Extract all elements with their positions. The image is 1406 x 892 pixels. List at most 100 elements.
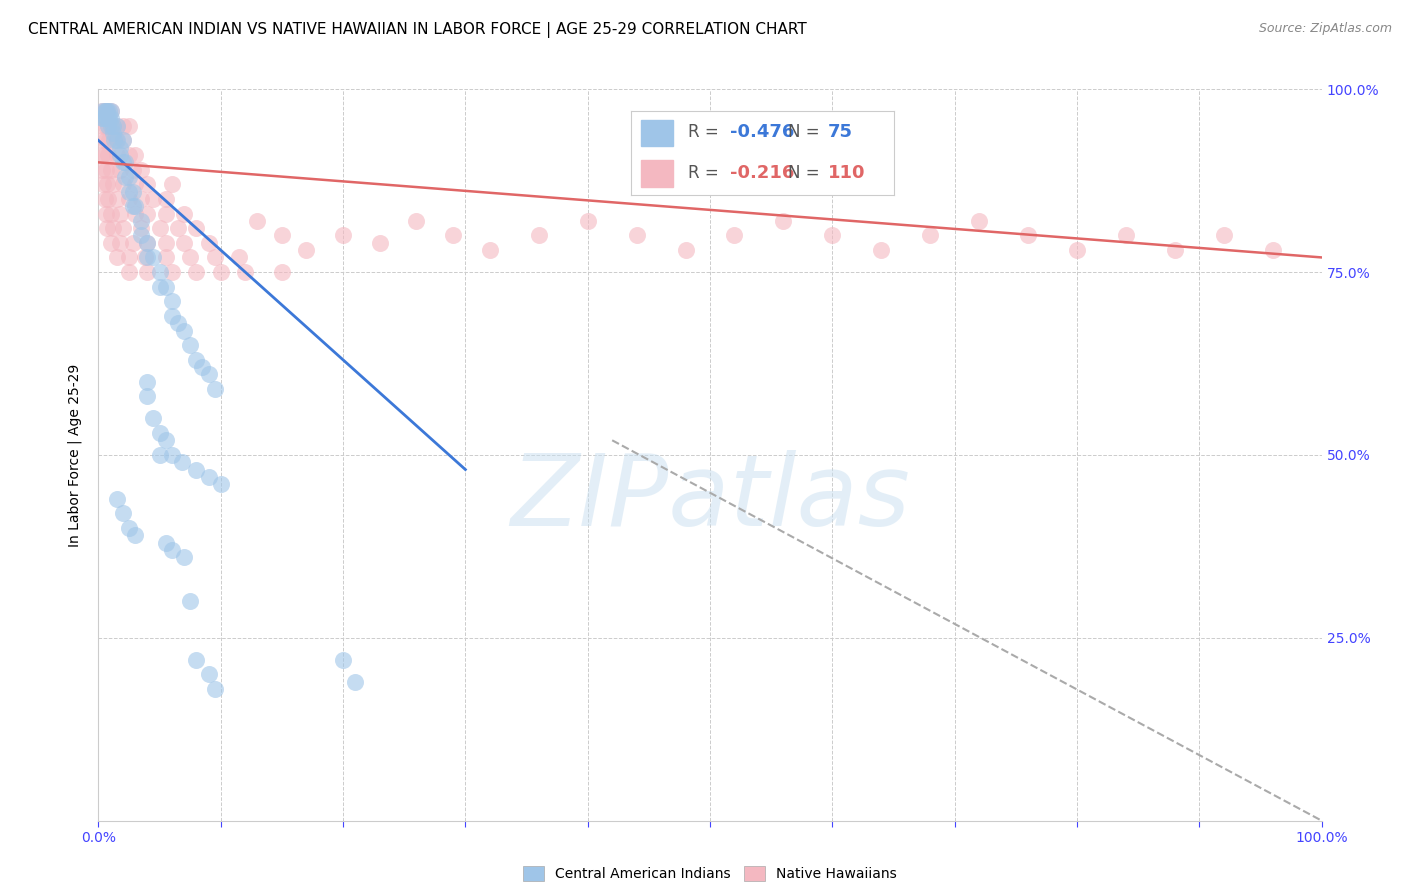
Point <box>173 324 195 338</box>
Point <box>110 162 132 177</box>
Point <box>136 389 159 403</box>
Point <box>111 133 134 147</box>
Point <box>91 133 114 147</box>
Point <box>1164 243 1187 257</box>
Point <box>149 279 172 293</box>
Point <box>124 148 146 162</box>
Point <box>98 133 121 147</box>
Point <box>111 119 134 133</box>
Point <box>179 338 201 352</box>
Point <box>197 235 219 250</box>
Point <box>173 206 195 220</box>
Point <box>105 148 128 162</box>
Point <box>124 199 146 213</box>
Point <box>110 148 132 162</box>
Point <box>155 279 177 293</box>
Point <box>344 674 367 689</box>
Point <box>105 491 128 506</box>
Legend: Central American Indians, Native Hawaiians: Central American Indians, Native Hawaiia… <box>517 861 903 887</box>
Point <box>111 507 134 521</box>
Point <box>114 169 136 184</box>
Point <box>134 251 156 265</box>
Point <box>100 235 122 250</box>
Point <box>332 653 354 667</box>
Point <box>104 133 127 147</box>
Point <box>121 185 143 199</box>
Point <box>124 178 146 192</box>
Point <box>1261 243 1284 257</box>
Point <box>209 265 232 279</box>
Point <box>576 214 599 228</box>
Point <box>101 119 124 133</box>
Point <box>626 228 648 243</box>
Point <box>129 221 152 235</box>
Point <box>105 119 128 133</box>
Point <box>121 235 143 250</box>
Point <box>527 228 550 243</box>
Point <box>111 155 134 169</box>
Point <box>118 169 141 184</box>
Point <box>821 228 844 243</box>
Text: -0.476: -0.476 <box>731 123 794 141</box>
Point <box>100 104 122 119</box>
Point <box>97 119 120 133</box>
Point <box>270 265 294 279</box>
Point <box>160 265 183 279</box>
Point <box>94 162 117 177</box>
Point <box>160 543 183 558</box>
Point <box>105 133 128 147</box>
Point <box>105 251 128 265</box>
Point <box>114 155 136 169</box>
Point <box>246 214 269 228</box>
Point <box>129 228 152 243</box>
Point <box>149 221 172 235</box>
Point <box>110 141 132 155</box>
Point <box>100 162 122 177</box>
Point <box>103 133 125 147</box>
Y-axis label: In Labor Force | Age 25-29: In Labor Force | Age 25-29 <box>67 363 83 547</box>
Point <box>129 162 152 177</box>
Point <box>136 375 159 389</box>
Point <box>124 206 146 220</box>
Point <box>93 104 115 119</box>
Point <box>96 104 118 119</box>
Point <box>136 235 159 250</box>
Point <box>129 192 152 206</box>
Text: R =: R = <box>689 123 724 141</box>
Point <box>368 235 391 250</box>
Point <box>94 206 117 220</box>
Text: ZIPatlas: ZIPatlas <box>510 450 910 548</box>
FancyBboxPatch shape <box>641 160 672 186</box>
Point <box>129 214 152 228</box>
Point <box>94 104 117 119</box>
Point <box>967 214 990 228</box>
Point <box>100 206 122 220</box>
Point <box>100 112 122 126</box>
Point <box>93 192 115 206</box>
Point <box>91 162 114 177</box>
Point <box>155 251 177 265</box>
Point <box>1066 243 1088 257</box>
Point <box>97 119 120 133</box>
Point <box>91 178 114 192</box>
Point <box>270 228 294 243</box>
Point <box>94 119 117 133</box>
Point <box>98 104 121 119</box>
Point <box>110 235 132 250</box>
Point <box>105 119 128 133</box>
Point <box>170 455 193 469</box>
Point <box>675 243 697 257</box>
Point <box>101 178 124 192</box>
Point <box>204 382 226 396</box>
Point <box>97 148 120 162</box>
Point <box>197 667 219 681</box>
Point <box>91 112 114 126</box>
Point <box>118 265 141 279</box>
Point <box>96 178 118 192</box>
Point <box>91 112 114 126</box>
Point <box>93 148 115 162</box>
Point <box>204 251 226 265</box>
Point <box>142 411 165 425</box>
Point <box>295 243 318 257</box>
Point <box>105 192 128 206</box>
